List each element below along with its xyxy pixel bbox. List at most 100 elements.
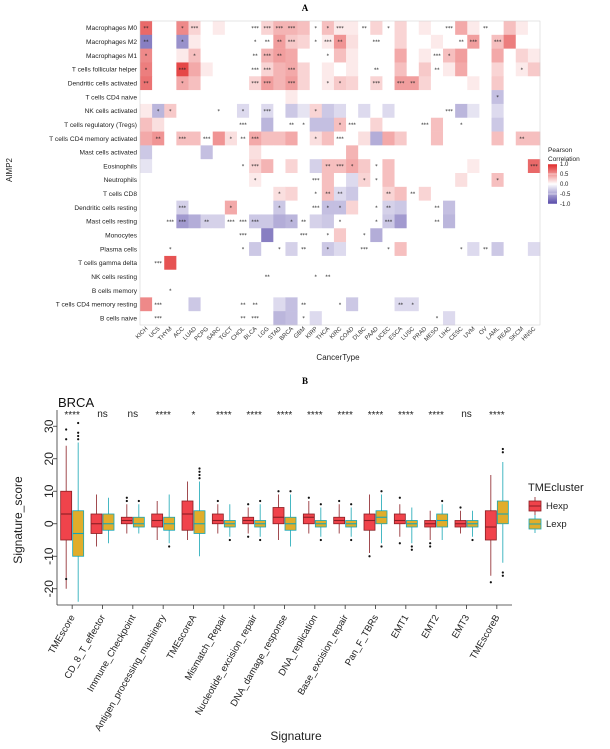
significance-star: * — [181, 81, 184, 87]
heatmap-cell — [491, 117, 504, 132]
heatmap-cell — [346, 131, 359, 146]
heatmap-row-label: Macrophages M2 — [86, 39, 137, 46]
heatmap-cell — [406, 90, 420, 105]
significance-star: *** — [251, 67, 259, 73]
heatmap-cell — [200, 255, 214, 271]
heatmap-cell — [358, 297, 371, 312]
heatmap-cell — [467, 103, 480, 119]
heatmap-cell — [479, 145, 492, 160]
significance-star: ** — [374, 67, 380, 73]
heatmap-cell — [443, 186, 456, 201]
heatmap-cell — [418, 228, 432, 243]
significance-star: *** — [239, 219, 247, 225]
heatmap-cell — [176, 159, 189, 174]
heatmap-cell — [358, 311, 371, 326]
box-lexp — [102, 497, 115, 544]
heatmap-row-label: T cells CD4 memory activated — [49, 136, 137, 143]
significance-star: * — [387, 26, 390, 32]
heatmap-cell — [297, 34, 310, 49]
significance-star: *** — [251, 26, 259, 32]
heatmap-cell — [188, 117, 201, 132]
heatmap-cell — [467, 76, 480, 91]
legend-label: Hexp — [546, 501, 568, 512]
heatmap-cell — [394, 90, 407, 105]
significance-star: * — [327, 54, 330, 60]
heatmap-cell — [455, 103, 468, 119]
heatmap-column-label: UVM — [463, 326, 477, 340]
heatmap-cell — [200, 34, 214, 49]
heatmap-cell — [418, 21, 432, 36]
heatmap-cell — [140, 62, 153, 77]
heatmap-cell — [406, 21, 420, 36]
heatmap-cell — [406, 269, 420, 284]
significance-star: * — [145, 67, 148, 73]
outlier-point — [471, 538, 474, 542]
heatmap-cell — [479, 186, 492, 201]
heatmap-cell — [224, 48, 238, 63]
heatmap-cell — [443, 173, 456, 188]
heatmap-cell — [200, 62, 214, 77]
significance-star: *** — [324, 40, 332, 46]
heatmap-cell — [455, 242, 468, 257]
heatmap-cell — [503, 200, 517, 215]
heatmap-cell — [394, 200, 407, 215]
box-body — [302, 513, 315, 525]
heatmap-cell — [285, 131, 298, 146]
heatmap-cell — [188, 297, 201, 312]
heatmap-cell — [418, 145, 432, 160]
heatmap-cell — [491, 269, 504, 284]
heatmap-cell — [285, 117, 298, 132]
heatmap-cell — [418, 255, 432, 271]
heatmap-cell — [527, 159, 541, 174]
heatmap-cell — [297, 76, 310, 91]
heatmap-cell — [491, 200, 504, 215]
heatmap-cell — [333, 76, 347, 91]
heatmap-cell — [467, 21, 480, 36]
heatmap-cell — [273, 76, 286, 91]
significance-star: * — [496, 178, 499, 184]
heatmap-cell — [358, 117, 371, 132]
heatmap-cell — [285, 186, 298, 201]
outlier-point — [319, 503, 322, 506]
heatmap-cell — [443, 21, 456, 36]
legend-item-hexp: Hexp — [528, 497, 568, 515]
heatmap-cell — [212, 311, 226, 326]
heatmap-cell — [333, 117, 347, 132]
heatmap-cell — [273, 159, 286, 174]
significance-star: *** — [385, 219, 393, 225]
heatmap-cell — [503, 76, 517, 91]
heatmap-cell — [212, 242, 226, 257]
heatmap-cell — [467, 173, 480, 188]
heatmap-cell — [273, 297, 286, 312]
significance-label: **** — [428, 410, 444, 421]
heatmap-cell — [370, 242, 383, 257]
heatmap-cell — [261, 145, 274, 160]
heatmap-cell — [358, 48, 371, 63]
significance-labels: **** ns ns **** * **** **** **** **** **** **** ***… — [64, 409, 504, 421]
heatmap-cell — [236, 228, 250, 243]
significance-label: ns — [97, 409, 108, 420]
heatmap-row-label: Macrophages M0 — [86, 25, 137, 32]
heatmap-cell — [140, 131, 153, 146]
significance-star: ** — [277, 54, 283, 60]
heatmap-cell — [188, 21, 201, 36]
heatmap-cell — [503, 117, 517, 132]
heatmap-cell — [273, 21, 286, 36]
significance-star: *** — [264, 26, 272, 32]
heatmap-cell — [236, 255, 250, 271]
heatmap-cell — [479, 76, 492, 91]
heatmap-cell — [249, 186, 262, 201]
heatmap-cell — [346, 76, 359, 91]
heatmap-cell — [152, 131, 165, 146]
box-hexp — [333, 499, 346, 534]
heatmap-cell — [200, 283, 214, 298]
outlier-point — [77, 434, 80, 438]
heatmap-cell — [515, 48, 529, 63]
heatmap-cell — [261, 173, 274, 188]
boxplot-x-tick-labels: TMEscoreCD_8_T_effectorImmune_Checkpoint… — [47, 612, 503, 733]
heatmap-cell — [515, 103, 529, 119]
heatmap-cell — [333, 311, 347, 326]
heatmap-cell — [236, 145, 250, 160]
significance-label: * — [192, 410, 196, 421]
heatmap-cell — [394, 117, 407, 132]
